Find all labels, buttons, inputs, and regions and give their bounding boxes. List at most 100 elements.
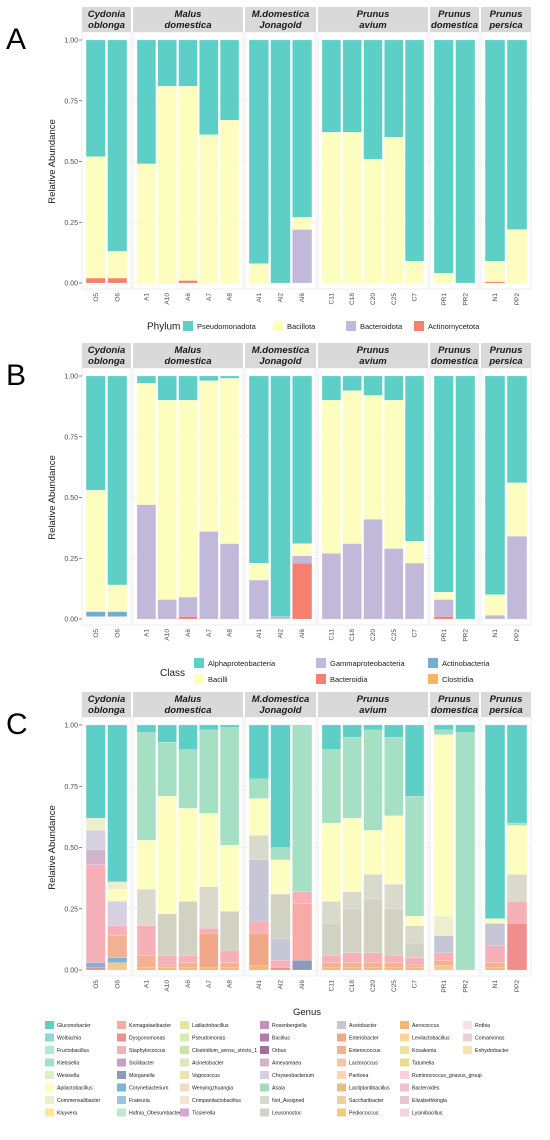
bar-segment xyxy=(220,727,240,846)
legend-key xyxy=(337,1071,346,1079)
x-tick-label: Al2 xyxy=(278,629,285,639)
bar-segment xyxy=(434,592,454,600)
bar-segment xyxy=(342,375,362,391)
facet-strip xyxy=(82,692,131,717)
facet-strip xyxy=(245,692,316,717)
x-tick-label: C11 xyxy=(328,629,335,641)
legend-key xyxy=(45,1071,54,1079)
bar-segment xyxy=(363,729,383,831)
bar-segment xyxy=(507,822,527,826)
bar-segment xyxy=(434,935,454,953)
bar-segment xyxy=(384,955,404,963)
bar-segment xyxy=(405,724,425,797)
bar-segment xyxy=(434,952,454,961)
x-tick-label: Al1 xyxy=(256,629,263,639)
bar-segment xyxy=(85,849,106,865)
bar-C20 xyxy=(363,39,383,284)
x-tick-label: PP2 xyxy=(514,293,521,306)
legend-label: Tatumella xyxy=(412,1061,434,1067)
legend-label: Bacillota xyxy=(287,322,316,331)
legend-label: Ameyamaea xyxy=(272,1061,301,1067)
bar-segment xyxy=(363,519,383,620)
legend-label: Bacteroidota xyxy=(360,322,403,331)
bar-A1 xyxy=(136,39,156,284)
legend-label: Apilactobacillus xyxy=(57,1086,93,1092)
bar-segment xyxy=(157,39,177,87)
facet-label: domestica xyxy=(431,705,478,716)
legend-key xyxy=(260,1046,269,1054)
legend-label: Alphaproteobacteria xyxy=(208,659,276,668)
legend-label: Sicilibacter xyxy=(129,1061,154,1067)
bar-segment xyxy=(321,400,341,554)
bar-PR1 xyxy=(434,39,454,284)
facet-label: Prunus xyxy=(357,345,390,356)
bar-segment xyxy=(434,729,454,735)
facet-strip xyxy=(245,343,316,368)
panel-letter: A xyxy=(6,23,26,56)
bar-segment xyxy=(342,967,362,971)
facet-strip xyxy=(318,692,428,717)
bar-segment xyxy=(342,132,362,284)
bar-segment xyxy=(321,724,341,750)
bar-Al2 xyxy=(270,724,291,971)
bar-segment xyxy=(507,536,527,620)
legend-label: Vagococcus xyxy=(192,1073,220,1079)
bar-Al2 xyxy=(270,375,291,620)
facet-label: domestica xyxy=(431,20,478,31)
bar-segment xyxy=(107,584,127,612)
bar-segment xyxy=(507,901,527,924)
bar-segment xyxy=(270,938,291,961)
bar-segment xyxy=(136,967,156,971)
facet-label: persica xyxy=(488,20,522,31)
bar-A10 xyxy=(157,39,177,284)
bar-segment xyxy=(434,273,454,284)
legend-label: Morganella xyxy=(129,1073,155,1079)
bar-segment xyxy=(321,39,341,133)
bar-segment xyxy=(157,965,177,968)
legend: Phylum Pseudomonadota Bacillota Bacteroidot… xyxy=(147,321,480,333)
x-tick-label: Al6 xyxy=(299,980,306,990)
legend-label: Enterobacter xyxy=(349,1036,379,1042)
legend-title: Phylum xyxy=(147,322,180,333)
bar-segment xyxy=(157,724,177,743)
legend-key xyxy=(194,674,204,684)
facet-label: oblonga xyxy=(88,705,125,716)
bar-segment xyxy=(85,490,106,612)
facet-strip xyxy=(481,7,531,32)
x-tick-label: PR2 xyxy=(462,629,469,642)
facet-label: oblonga xyxy=(88,356,125,367)
bar-segment xyxy=(199,375,219,381)
x-tick-label: A10 xyxy=(164,629,171,641)
legend-key xyxy=(400,1108,409,1117)
x-tick-label: A1 xyxy=(143,629,150,637)
bar-Al6 xyxy=(292,724,312,971)
legend-key xyxy=(346,321,356,331)
bar-segment xyxy=(292,563,312,620)
bar-segment xyxy=(157,913,177,956)
x-axis-title: Genus xyxy=(293,1007,321,1018)
legend-label: Commensalibacter xyxy=(57,1098,101,1104)
legend-label: Weissella xyxy=(57,1073,79,1079)
bar-segment xyxy=(220,962,240,968)
facet-label: domestica xyxy=(431,356,478,367)
facet-label: Jonagold xyxy=(259,356,301,367)
bar-C20 xyxy=(363,724,383,971)
bar-segment xyxy=(270,967,291,971)
legend-label: Ruminococcus_gnavus_group xyxy=(412,1073,482,1079)
bar-segment xyxy=(199,928,219,934)
facet-label: Prunus xyxy=(357,694,390,705)
bar-segment xyxy=(249,263,269,284)
x-tick-label: PR1 xyxy=(441,629,448,642)
x-tick-label: A6 xyxy=(185,629,192,637)
x-tick-label: PR2 xyxy=(462,293,469,306)
legend-key xyxy=(428,674,438,684)
legend-key xyxy=(45,1033,54,1042)
bar-segment xyxy=(507,482,527,537)
bar-segment xyxy=(485,594,505,616)
x-tick-label: A8 xyxy=(227,629,234,637)
